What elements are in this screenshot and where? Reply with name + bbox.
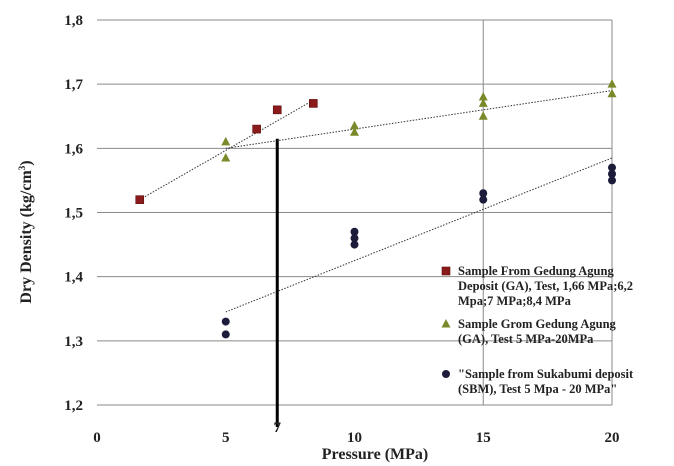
legend-label: Sample Grom Gedung Agung [458, 317, 617, 331]
point-series-2 [350, 227, 359, 236]
y-tick-label: 1,8 [64, 13, 83, 29]
point-series-2 [479, 189, 488, 198]
point-series-2 [608, 176, 616, 185]
x-tick-label: 15 [476, 430, 491, 446]
point-series-1 [607, 88, 617, 98]
point-series-1 [221, 152, 231, 162]
legend-label: (GA), Test 5 MPa-20MPa [458, 332, 594, 346]
point-series-1 [221, 136, 231, 146]
legend-marker-1 [441, 319, 451, 328]
x-tick-label: 10 [347, 430, 362, 446]
point-series-0 [252, 124, 261, 134]
x-tick-label: 5 [222, 430, 230, 446]
x-tick-label: 20 [605, 430, 620, 446]
point-series-0 [135, 195, 145, 204]
legend-label: (SBM), Test 5 Mpa - 20 MPa" [458, 382, 617, 396]
point-series-0 [272, 105, 282, 115]
trendline-series-0 [139, 99, 314, 201]
legend-marker-2 [442, 370, 450, 378]
point-series-2 [608, 170, 616, 178]
data-points [135, 79, 617, 339]
y-tick-label: 1,7 [64, 77, 83, 93]
x-tick-label: 0 [93, 430, 101, 446]
y-axis-title-sup: 3 [17, 165, 27, 170]
point-series-2 [479, 195, 488, 204]
trendline-series-1 [225, 90, 613, 149]
y-tick-label: 1,6 [64, 141, 83, 157]
point-series-0 [308, 99, 318, 108]
gridlines [97, 19, 613, 406]
legend-marker-0 [441, 266, 451, 276]
y-axis-title: Dry Density (kg/cm3) [17, 160, 35, 303]
legend-label: Mpa;7 MPa;8,4 MPa [458, 294, 572, 308]
point-series-1 [478, 111, 488, 120]
legend-label: Deposit (GA), Test, 1,66 MPa;6,2 [458, 279, 633, 293]
point-series-2 [608, 163, 616, 172]
y-tick-label: 1,3 [64, 334, 83, 350]
legend-label: "Sample from Sukabumi deposit [458, 367, 634, 381]
y-tick-label: 1,2 [64, 398, 83, 414]
trendlines [139, 90, 613, 313]
point-series-1 [350, 127, 359, 136]
point-series-1 [478, 98, 488, 107]
y-tick-label: 1,5 [64, 206, 83, 222]
point-series-1 [478, 92, 488, 101]
point-series-1 [350, 120, 359, 130]
point-series-1 [607, 79, 617, 88]
point-series-2 [350, 240, 359, 249]
legend-label: Sample From Gedung Agung [458, 264, 614, 278]
point-series-2 [221, 330, 230, 339]
y-axis-title-end: ) [18, 160, 35, 165]
x-tick-label: 7 [274, 420, 282, 436]
y-tick-labels: 1,2 1,3 1,4 1,5 1,6 1,7 1,8 [64, 13, 83, 414]
x-tick-labels: 0 5 7 10 15 20 [93, 420, 619, 446]
y-axis-title-main: Dry Density (kg/cm [18, 170, 35, 304]
point-series-2 [221, 317, 230, 326]
point-series-2 [350, 234, 359, 243]
trendline-series-2 [225, 157, 613, 313]
y-tick-label: 1,4 [64, 270, 83, 286]
x-axis-title: Pressure (MPa) [322, 446, 428, 463]
